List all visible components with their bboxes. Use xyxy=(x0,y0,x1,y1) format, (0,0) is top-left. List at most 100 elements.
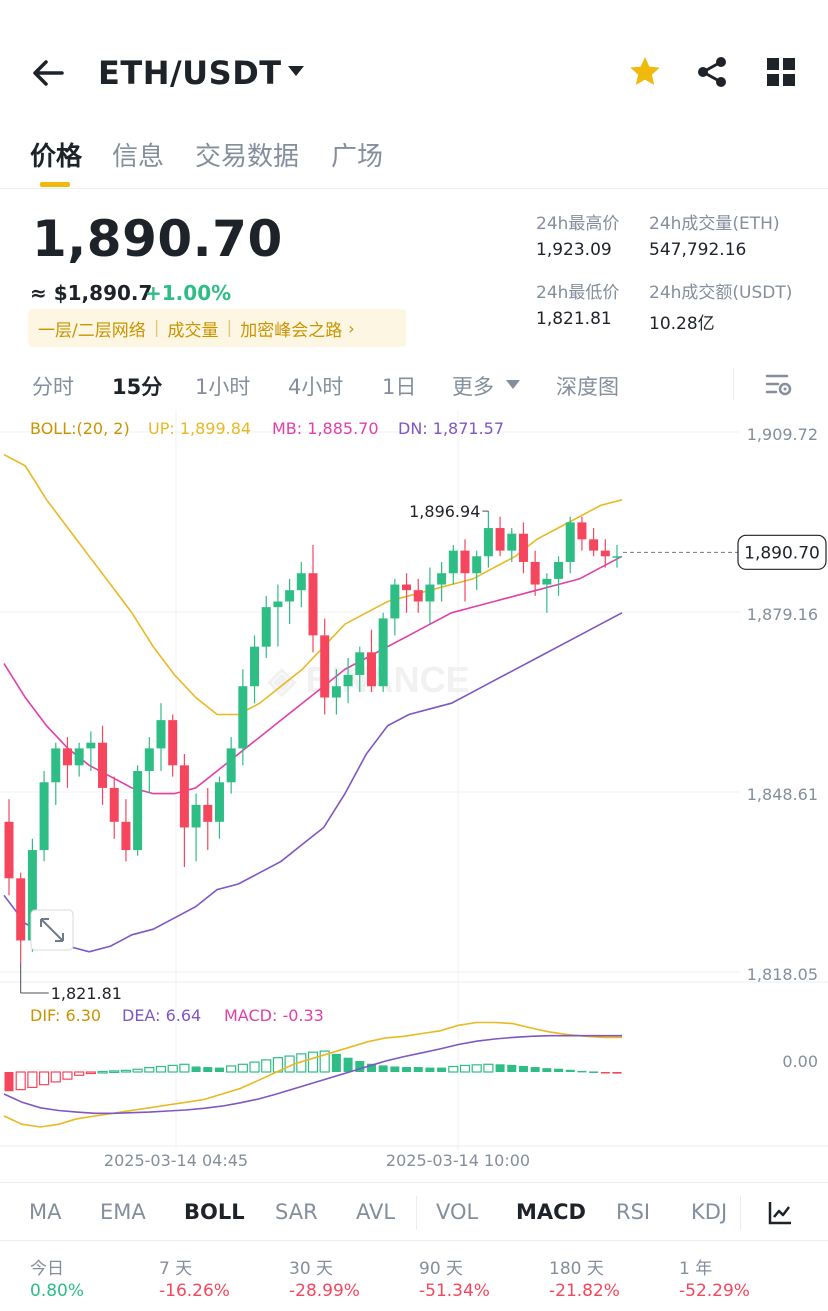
tab-active-indicator xyxy=(40,182,70,187)
perf-label-today: 今日 xyxy=(30,1259,64,1279)
candle-body xyxy=(413,590,423,602)
indicator-sar[interactable]: SAR xyxy=(275,1200,318,1224)
candle-body xyxy=(238,686,248,749)
candle-body xyxy=(366,652,376,687)
last-price-label: 1,890.70 xyxy=(744,543,820,563)
x-tick-label: 2025-03-14 10:00 xyxy=(386,1151,530,1170)
tab-info[interactable]: 信息 xyxy=(112,142,165,172)
vol-usdt-label: 24h成交额(USDT) xyxy=(649,283,793,303)
tag-summit[interactable]: 加密峰会之路 xyxy=(240,320,343,341)
tag-separator: | xyxy=(153,318,160,338)
macd-bar xyxy=(307,1051,319,1073)
macd-bar xyxy=(97,1070,108,1074)
tag-layer[interactable]: 一层/二层网络 xyxy=(38,320,146,341)
share-icon[interactable] xyxy=(694,54,730,90)
expand-icon[interactable] xyxy=(30,909,74,951)
tab-square[interactable]: 广场 xyxy=(331,142,384,172)
last-price: 1,890.70 xyxy=(32,210,283,268)
indicator-rsi[interactable]: RSI xyxy=(616,1200,651,1224)
macd-bar xyxy=(507,1064,517,1072)
pair-dropdown-icon[interactable] xyxy=(288,66,304,76)
high-value: 1,923.09 xyxy=(536,240,612,260)
indicator-ema[interactable]: EMA xyxy=(100,1200,146,1224)
tab-trading-data[interactable]: 交易数据 xyxy=(195,142,300,172)
candle-body xyxy=(39,782,49,851)
perf-value-30d: -28.99% xyxy=(289,1281,360,1301)
tag-bar[interactable]: 一层/二层网络 | 成交量 | 加密峰会之路 › xyxy=(28,309,406,347)
indicator-avl[interactable]: AVL xyxy=(356,1200,396,1224)
depth-chart-tab[interactable]: 深度图 xyxy=(556,375,619,399)
candlestick-chart[interactable]: ◈ BINANCE 1,890.701,896.941,821.81 BOLL:… xyxy=(0,410,828,1180)
interval-15m[interactable]: 15分 xyxy=(112,375,163,399)
candle-body xyxy=(425,584,435,602)
pair-title[interactable]: ETH/USDT xyxy=(98,54,282,92)
candle-body xyxy=(378,618,388,687)
interval-1d[interactable]: 1日 xyxy=(382,375,417,399)
indicator-ma[interactable]: MA xyxy=(29,1200,62,1224)
candle-body xyxy=(109,787,119,822)
indicator-divider xyxy=(740,1196,741,1230)
candle-body xyxy=(600,550,610,557)
candle-body xyxy=(320,635,330,698)
candle-body xyxy=(460,550,470,574)
interval-line[interactable]: 分时 xyxy=(32,375,74,399)
macd-dif-label: DIF: 6.30 xyxy=(30,1006,101,1025)
candle-body xyxy=(577,522,587,540)
macd-bar xyxy=(378,1065,388,1072)
interval-more[interactable]: 更多 xyxy=(452,375,494,399)
back-arrow-icon[interactable] xyxy=(30,56,70,90)
candle-body xyxy=(589,539,599,551)
perf-value-90d: -51.34% xyxy=(419,1281,490,1301)
chart-bottom-divider xyxy=(0,1182,828,1183)
indicator-settings-icon[interactable] xyxy=(766,1199,794,1227)
candle-body xyxy=(144,748,154,771)
candle-body xyxy=(261,607,271,647)
tabs-divider xyxy=(0,188,828,189)
candle-body xyxy=(74,748,84,766)
perf-value-today: 0.80% xyxy=(30,1281,85,1301)
interval-4h[interactable]: 4小时 xyxy=(288,375,344,399)
candle-body xyxy=(62,748,72,766)
indicator-bottom-divider xyxy=(0,1240,828,1241)
candle-body xyxy=(355,652,365,675)
macd-bar xyxy=(132,1068,143,1073)
macd-bar xyxy=(413,1067,423,1072)
interval-1h[interactable]: 1小时 xyxy=(195,375,251,399)
candle-body xyxy=(86,742,96,749)
macd-value-label: MACD: -0.33 xyxy=(224,1006,324,1025)
indicator-kdj[interactable]: KDJ xyxy=(691,1200,728,1224)
expand-icon-arrows xyxy=(40,918,64,942)
high-label: 24h最高价 xyxy=(536,214,620,234)
macd-bar xyxy=(203,1067,213,1072)
candle-body xyxy=(214,782,224,822)
y-tick-label: 1,818.05 xyxy=(747,965,818,984)
grid-icon[interactable] xyxy=(763,54,799,90)
low-value: 1,821.81 xyxy=(536,309,612,329)
candle-body xyxy=(495,528,505,551)
candle-body xyxy=(612,556,622,558)
candle-body xyxy=(156,720,166,749)
boll-dn-line xyxy=(3,612,623,953)
chart-labels: BOLL:(20, 2) UP: 1,899.84 MB: 1,885.70 DN: … xyxy=(30,419,818,1170)
star-icon[interactable] xyxy=(627,54,663,90)
indicator-boll[interactable]: BOLL xyxy=(184,1200,245,1224)
y-tick-label: 1,909.72 xyxy=(747,425,818,444)
high-marker-label: 1,896.94 xyxy=(409,502,480,521)
macd-bar xyxy=(425,1067,435,1072)
macd-bar xyxy=(448,1065,459,1073)
x-tick-label: 2025-03-14 04:45 xyxy=(104,1151,248,1170)
chart-settings-icon[interactable] xyxy=(764,370,794,400)
indicator-vol[interactable]: VOL xyxy=(436,1200,479,1224)
candle-body xyxy=(51,748,61,783)
candle-body xyxy=(554,561,564,579)
macd-bar xyxy=(38,1071,50,1086)
candle-body xyxy=(296,573,306,591)
candle-body xyxy=(343,674,353,687)
candle-body xyxy=(273,601,283,608)
candle-body xyxy=(27,850,37,941)
indicator-macd[interactable]: MACD xyxy=(516,1200,586,1224)
tag-volume[interactable]: 成交量 xyxy=(167,320,219,341)
macd-bar xyxy=(366,1063,376,1072)
tab-price[interactable]: 价格 xyxy=(30,142,83,172)
more-dropdown-icon[interactable] xyxy=(506,380,520,389)
